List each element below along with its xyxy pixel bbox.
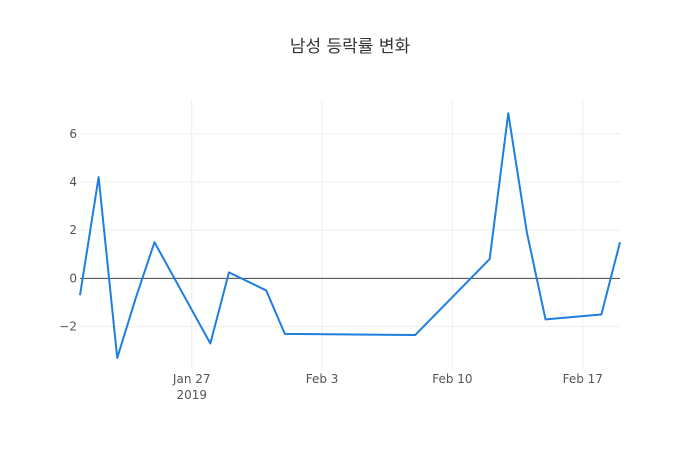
y-tick-label: 0 xyxy=(69,271,77,285)
y-tick-label: 2 xyxy=(69,223,77,237)
x-tick-label: Feb 10 xyxy=(432,372,472,386)
y-tick-label: 6 xyxy=(69,127,77,141)
chart-title: 남성 등락률 변화 xyxy=(289,37,411,57)
grid-lines xyxy=(80,100,620,370)
x-tick-label: Feb 17 xyxy=(563,372,603,386)
y-tick-label: −2 xyxy=(59,320,77,334)
series-line xyxy=(79,112,621,359)
x-tick-label: Jan 27 xyxy=(172,372,211,386)
x-tick-label: Feb 3 xyxy=(306,372,339,386)
series xyxy=(79,112,621,359)
y-tick-label: 4 xyxy=(69,175,77,189)
axis-ticks: Jan 27 2019 Feb 3 Feb 10 Feb 17 −2 0 2 4 6 xyxy=(59,127,603,402)
x-tick-year-label: 2019 xyxy=(176,388,207,402)
